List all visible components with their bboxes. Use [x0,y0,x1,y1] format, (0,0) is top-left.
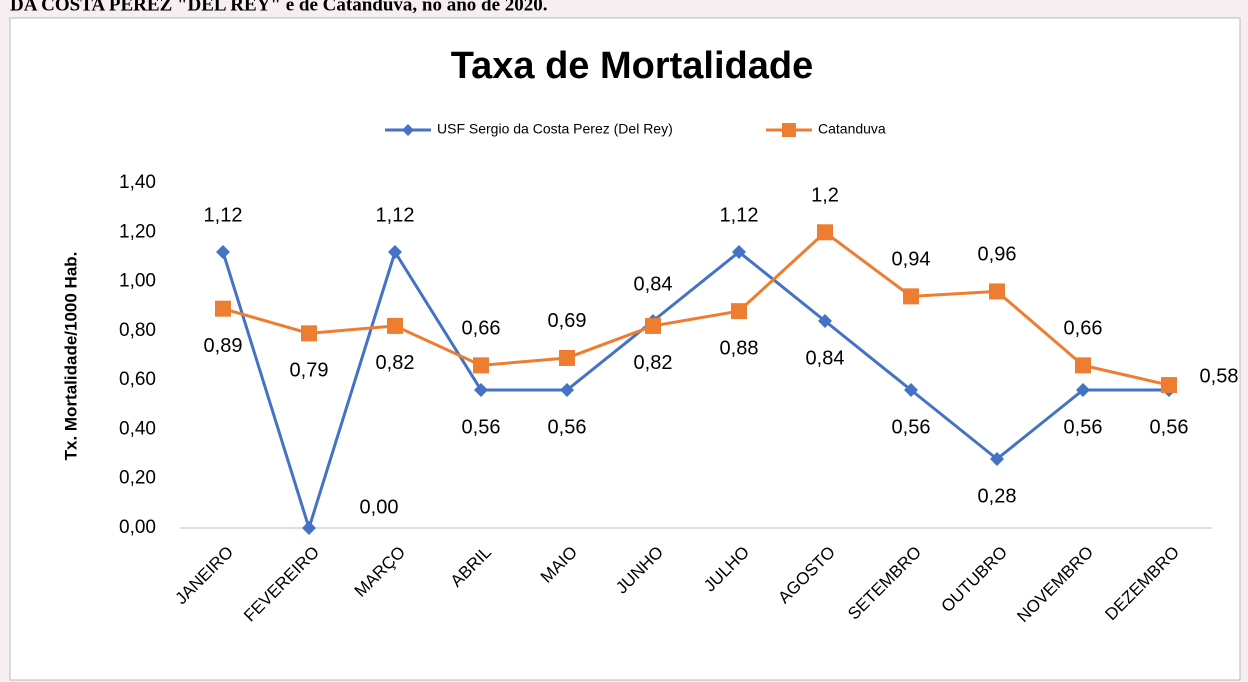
marker [731,303,747,320]
marker [989,283,1005,300]
marker [216,245,230,259]
data-label: 0,56 [548,416,587,438]
data-label: 0,84 [806,347,845,369]
legend-marker [782,123,796,137]
data-label: 0,56 [892,416,931,438]
marker [732,245,746,259]
data-label: 0,28 [978,485,1017,507]
legend-marker [402,124,414,136]
data-label: 0,82 [634,352,673,374]
legend-label: Catanduva [818,121,886,137]
y-tick-label: 0,80 [119,320,156,341]
chart-title: Taxa de Mortalidade [451,45,814,87]
marker [1075,357,1091,374]
data-label: 0,88 [720,337,759,359]
marker [645,317,661,334]
data-label: 0,96 [978,244,1017,266]
marker [990,452,1004,466]
data-label: 1,12 [720,204,759,226]
marker [388,245,402,259]
marker [473,357,489,374]
y-tick-label: 1,20 [119,221,156,242]
marker [1161,377,1177,394]
legend-label: USF Sergio da Costa Perez (Del Rey) [437,121,673,137]
marker [559,349,575,366]
y-tick-label: 0,40 [119,418,156,439]
data-label: 0,00 [360,496,399,518]
data-label: 0,79 [290,360,329,382]
y-tick-label: 1,40 [119,172,156,193]
marker [215,300,231,317]
marker [818,314,832,328]
marker [904,383,918,397]
data-label: 0,56 [1150,416,1189,438]
data-label: 0,69 [548,310,587,332]
y-tick-label: 1,00 [119,271,156,292]
data-label: 1,2 [811,185,839,207]
caption: DA COSTA PEREZ "DEL REY" e de Catanduva,… [10,0,548,15]
marker [301,325,317,342]
data-label: 0,82 [376,352,415,374]
marker [817,224,833,241]
data-label: 0,66 [1064,318,1103,340]
line [222,230,1170,387]
marker [560,383,574,397]
data-label: 0,84 [634,273,673,295]
marker [474,383,488,397]
chart-area [9,17,1241,681]
y-axis-title: Tx. Mortalidade/1000 Hab. [61,252,80,461]
data-label: 1,12 [204,204,243,226]
line [221,248,1169,534]
data-label: 0,56 [462,416,501,438]
y-tick-label: 0,60 [119,369,156,390]
marker [302,521,316,535]
y-tick-label: 0,00 [119,517,156,538]
marker [387,317,403,334]
data-label: 0,66 [462,318,501,340]
marker [1076,383,1090,397]
marker [903,288,919,305]
data-label: 0,94 [892,249,931,271]
y-tick-label: 0,20 [119,468,156,489]
data-label: 1,12 [376,204,415,226]
data-label: 0,56 [1064,416,1103,438]
data-label: 0,89 [204,335,243,357]
data-label: 0,58 [1200,365,1239,387]
